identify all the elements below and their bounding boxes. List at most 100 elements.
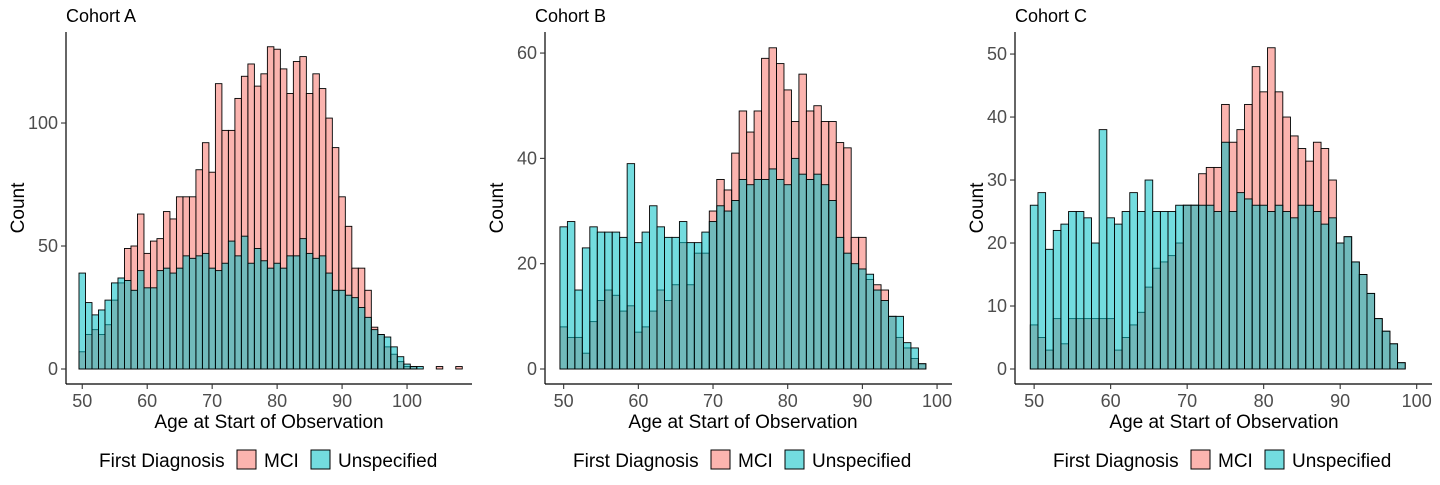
- bar: [723, 210, 733, 370]
- y-tick-label: 100: [28, 113, 58, 133]
- bar: [1121, 211, 1131, 370]
- bar: [1190, 204, 1200, 370]
- bar: [325, 272, 333, 370]
- y-axis-label: Count: [967, 182, 988, 233]
- y-tick-label: 30: [987, 170, 1007, 190]
- bar: [344, 294, 353, 370]
- bar: [1244, 198, 1253, 370]
- y-tick-label: 0: [527, 359, 537, 379]
- bar: [273, 262, 281, 370]
- x-tick-label: 50: [72, 391, 92, 411]
- y-tick-label: 0: [48, 359, 58, 379]
- legend-title: First Diagnosis: [99, 451, 225, 472]
- legend-swatch-unspecified: [1264, 449, 1285, 470]
- bar: [1221, 141, 1230, 370]
- bar: [761, 178, 770, 370]
- x-tick-label: 90: [332, 391, 352, 411]
- bar: [1320, 223, 1330, 370]
- bar: [798, 173, 807, 370]
- bar: [843, 252, 852, 370]
- bar: [253, 248, 262, 370]
- bar: [664, 236, 673, 370]
- bar: [1397, 362, 1406, 370]
- bar: [805, 178, 815, 370]
- series-unspecified: [1029, 129, 1406, 370]
- bar: [716, 205, 725, 370]
- bar: [286, 255, 294, 370]
- legend-label-unspecified: Unspecified: [812, 451, 911, 472]
- bar: [1198, 204, 1207, 370]
- bar: [247, 262, 255, 370]
- bar: [117, 277, 125, 370]
- x-tick-label: 100: [392, 391, 422, 411]
- x-axis-label: Age at Start of Observation: [1109, 412, 1338, 433]
- bar: [581, 247, 591, 370]
- bar: [1358, 274, 1368, 370]
- bar: [888, 315, 897, 370]
- bar: [416, 366, 424, 370]
- bar: [409, 366, 418, 370]
- legend-swatch-mci: [236, 449, 257, 470]
- x-tick-label: 60: [628, 391, 648, 411]
- legend-swatch-mci: [710, 449, 731, 470]
- x-tick-label: 100: [1402, 391, 1432, 411]
- bar: [671, 236, 680, 370]
- bar: [182, 255, 190, 370]
- legend-swatch-unspecified: [310, 449, 331, 470]
- x-tick-label: 70: [703, 391, 723, 411]
- bar: [357, 307, 366, 370]
- bar: [619, 236, 628, 370]
- bar: [1136, 211, 1146, 370]
- bar: [195, 255, 203, 370]
- bar: [1289, 217, 1299, 370]
- bar: [1068, 211, 1077, 370]
- bar: [626, 163, 636, 370]
- bar: [1374, 318, 1383, 370]
- bar: [227, 240, 236, 370]
- bar: [1129, 192, 1138, 370]
- panel-c: Cohort C 0 10 20 30 40 50 50 60 70 80 90 100 Age at S…: [967, 6, 1432, 472]
- x-tick-label: 50: [554, 391, 574, 411]
- bar: [1182, 204, 1192, 370]
- bar: [351, 297, 359, 370]
- bar: [234, 255, 242, 370]
- bar: [1029, 204, 1039, 370]
- bar: [1389, 343, 1399, 370]
- bar: [85, 302, 93, 370]
- bar: [1144, 179, 1154, 370]
- y-tick-label: 60: [517, 43, 537, 63]
- legend: First Diagnosis MCI Unspecified: [1053, 449, 1391, 472]
- x-tick-label: 80: [1254, 391, 1274, 411]
- bar: [364, 316, 372, 370]
- bar: [559, 226, 568, 370]
- y-tick-label: 20: [517, 254, 537, 274]
- bar: [656, 226, 665, 370]
- bar: [137, 270, 145, 370]
- bar: [753, 178, 763, 370]
- bar: [1167, 211, 1177, 370]
- bar: [1045, 248, 1054, 370]
- x-axis-label: Age at Start of Observation: [154, 412, 383, 433]
- bar: [1328, 217, 1337, 370]
- bar: [604, 231, 613, 370]
- bar: [338, 289, 346, 370]
- legend-label-mci: MCI: [1218, 451, 1253, 472]
- bar: [1305, 204, 1314, 370]
- bar: [221, 262, 229, 370]
- bar: [596, 231, 606, 370]
- legend-title: First Diagnosis: [573, 451, 699, 472]
- x-tick-label: 100: [922, 391, 952, 411]
- y-tick-label: 40: [987, 107, 1007, 127]
- x-tick-label: 80: [778, 391, 798, 411]
- bar: [162, 267, 171, 370]
- y-tick-label: 10: [987, 296, 1007, 316]
- bar: [731, 200, 740, 370]
- y-axis-label: Count: [8, 182, 29, 233]
- bar: [1259, 204, 1268, 370]
- panel-title: Cohort C: [1015, 6, 1087, 26]
- bar: [91, 314, 99, 370]
- bar: [214, 270, 223, 370]
- bar: [873, 289, 882, 370]
- bar: [169, 272, 177, 370]
- bar: [124, 280, 132, 370]
